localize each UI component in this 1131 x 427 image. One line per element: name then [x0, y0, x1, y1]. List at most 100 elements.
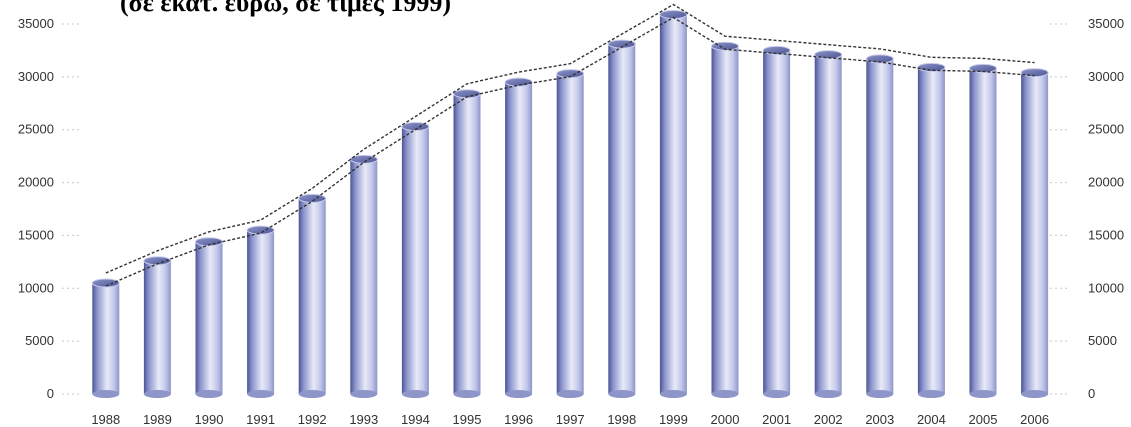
- bar: [195, 237, 223, 398]
- bar-body: [608, 44, 636, 394]
- bar-body: [866, 58, 894, 395]
- bar: [865, 54, 894, 398]
- x-tick-label: 2001: [762, 412, 791, 427]
- bar-body: [92, 283, 120, 394]
- bar: [711, 41, 739, 398]
- bar-base: [92, 390, 120, 398]
- bar: [349, 154, 378, 398]
- x-tick-label: 1993: [349, 412, 378, 427]
- x-tick-label: 1989: [143, 412, 172, 427]
- bar-cap: [865, 54, 894, 64]
- bar-cap: [711, 41, 739, 51]
- bar-body: [1021, 72, 1049, 394]
- bar: [556, 69, 585, 398]
- bar: [917, 62, 946, 398]
- x-tick-label: 1995: [453, 412, 482, 427]
- bar-body: [247, 230, 275, 394]
- bar-cap: [762, 45, 791, 55]
- x-tick-label: 2006: [1020, 412, 1049, 427]
- bar-base: [505, 390, 533, 398]
- bar-base: [143, 390, 171, 398]
- trend-line-lower: [105, 16, 1035, 287]
- x-tick-label: 1990: [195, 412, 224, 427]
- x-tick-label: 1992: [298, 412, 327, 427]
- x-tick-label: 1996: [504, 412, 533, 427]
- bar-cap: [607, 39, 636, 49]
- y-tick-label-right: 35000: [1088, 16, 1124, 31]
- bar-cap: [659, 9, 688, 19]
- x-tick-label: 1991: [246, 412, 275, 427]
- bar-base: [814, 390, 842, 398]
- bar-body: [711, 46, 739, 394]
- bar-base: [969, 390, 997, 398]
- y-tick-label-right: 20000: [1088, 175, 1124, 190]
- y-tick-label-right: 15000: [1088, 227, 1124, 242]
- bar: [401, 122, 430, 398]
- bar-base: [866, 390, 894, 398]
- bar: [762, 45, 791, 398]
- bar: [659, 9, 688, 398]
- y-tick-label-left: 25000: [18, 122, 54, 137]
- x-tick-label: 2004: [917, 412, 946, 427]
- bar-body: [401, 126, 429, 395]
- y-tick-label-right: 10000: [1088, 280, 1124, 295]
- y-tick-label-right: 25000: [1088, 122, 1124, 137]
- bar-cap: [401, 122, 430, 132]
- bar-body: [763, 50, 791, 395]
- bar-body: [143, 260, 171, 394]
- y-tick-label-left: 15000: [18, 227, 54, 242]
- x-tick-label: 1999: [659, 412, 688, 427]
- bar-cap: [814, 50, 843, 60]
- bar-base: [763, 390, 791, 398]
- bar-base: [298, 390, 326, 398]
- chart-title: (σε εκατ. ευρώ, σε τιμές 1999): [120, 0, 451, 17]
- bar-cap: [556, 69, 585, 79]
- bar-base: [659, 390, 687, 398]
- y-tick-label-left: 20000: [18, 175, 54, 190]
- bar-base: [401, 390, 429, 398]
- y-tick-label-left: 10000: [18, 280, 54, 295]
- bar-base: [556, 390, 584, 398]
- bar-cap: [969, 63, 997, 73]
- x-tick-label: 1998: [607, 412, 636, 427]
- bar-base: [608, 390, 636, 398]
- bar-body: [298, 198, 326, 394]
- y-tick-label-left: 30000: [18, 69, 54, 84]
- bar-body: [505, 82, 533, 395]
- y-tick-label-left: 35000: [18, 16, 54, 31]
- y-tick-label-right: 0: [1088, 386, 1095, 401]
- bar-cap: [91, 278, 120, 288]
- bar: [246, 225, 275, 398]
- bar-body: [814, 54, 842, 395]
- x-tick-label: 1988: [91, 412, 120, 427]
- bar-base: [453, 390, 481, 398]
- x-tick-label: 2000: [711, 412, 740, 427]
- bar-body: [659, 14, 687, 394]
- bar: [504, 77, 533, 398]
- bar-cap: [298, 193, 327, 203]
- x-tick-label: 2002: [814, 412, 843, 427]
- bar-cap: [504, 77, 533, 87]
- bar: [814, 50, 843, 398]
- y-tick-label-left: 0: [47, 386, 54, 401]
- bar-base: [247, 390, 275, 398]
- bar-body: [453, 93, 481, 395]
- bar: [969, 63, 997, 398]
- bar-base: [1021, 390, 1049, 398]
- x-tick-label: 2005: [969, 412, 998, 427]
- bar-cap: [143, 256, 172, 266]
- bar: [298, 193, 327, 398]
- y-tick-label-right: 30000: [1088, 69, 1124, 84]
- bar: [607, 39, 636, 398]
- trend-line-upper: [105, 3, 1035, 274]
- bar-body: [969, 68, 997, 395]
- bar-body: [195, 241, 223, 394]
- bar-base: [711, 390, 739, 398]
- y-tick-label-left: 5000: [25, 333, 54, 348]
- bar-base: [917, 390, 945, 398]
- x-tick-label: 1997: [556, 412, 585, 427]
- x-tick-label: 2003: [865, 412, 894, 427]
- bar: [91, 278, 120, 398]
- bar-body: [556, 73, 584, 394]
